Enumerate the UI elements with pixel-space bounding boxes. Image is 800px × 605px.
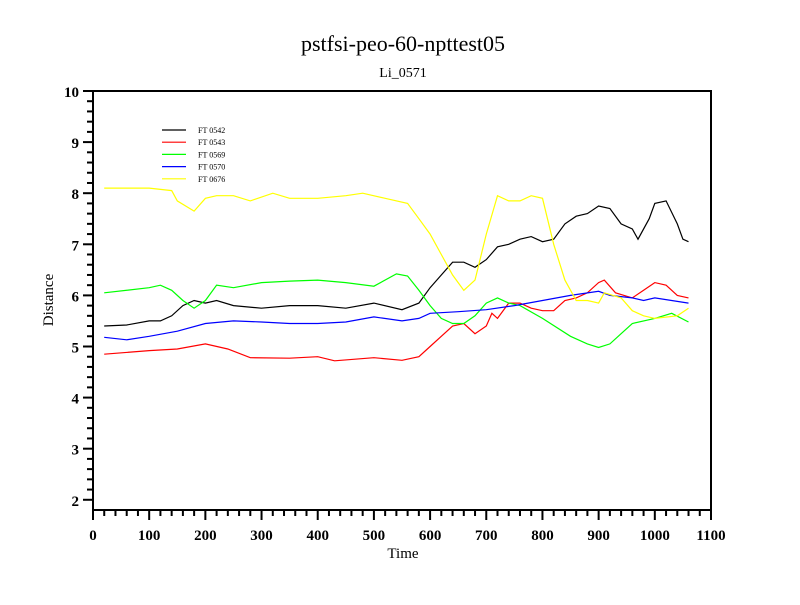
x-tick-label: 400	[306, 528, 329, 544]
x-axis-label: Time	[387, 546, 418, 562]
x-tick-label: 200	[194, 528, 217, 544]
x-tick-label: 1000	[640, 528, 670, 544]
series-line-ft-0542	[104, 200, 689, 327]
y-tick-label: 5	[72, 340, 80, 356]
x-tick-label: 300	[250, 528, 273, 544]
y-tick-label: 6	[72, 289, 80, 305]
y-tick-label: 8	[72, 187, 80, 203]
legend-label: FT 0542	[198, 126, 225, 135]
series-line-ft-0676	[104, 187, 689, 320]
legend: FT 0542 FT 0543 FT 0569 FT 0570 FT 0676	[162, 126, 225, 184]
y-axis-label: Distance	[41, 273, 57, 326]
series-line-ft-0543	[104, 279, 689, 362]
series-line-ft-0570	[104, 290, 689, 341]
y-tick-label: 7	[72, 238, 80, 254]
chart-title: pstfsi-peo-60-npttest05	[301, 31, 505, 56]
x-tick-label: 1100	[696, 528, 725, 544]
legend-label: FT 0543	[198, 138, 225, 147]
x-tick-label: 800	[531, 528, 554, 544]
x-tick-label: 100	[138, 528, 161, 544]
chart-subtitle: Li_0571	[379, 66, 426, 81]
legend-label: FT 0569	[198, 150, 225, 159]
y-tick-label: 9	[72, 136, 80, 152]
x-tick-label: 900	[587, 528, 610, 544]
plot-frame	[92, 90, 712, 511]
y-tick-label: 10	[64, 85, 79, 101]
legend-label: FT 0676	[198, 175, 225, 184]
y-tick-label: 3	[72, 443, 80, 459]
y-tick-label: 4	[72, 392, 80, 408]
x-tick-label: 600	[419, 528, 442, 544]
x-tick-label: 700	[475, 528, 498, 544]
x-tick-label: 0	[89, 528, 97, 544]
y-tick-label: 2	[72, 494, 80, 510]
series-line-ft-0569	[104, 273, 689, 349]
x-tick-label: 500	[363, 528, 386, 544]
legend-label: FT 0570	[198, 163, 225, 172]
